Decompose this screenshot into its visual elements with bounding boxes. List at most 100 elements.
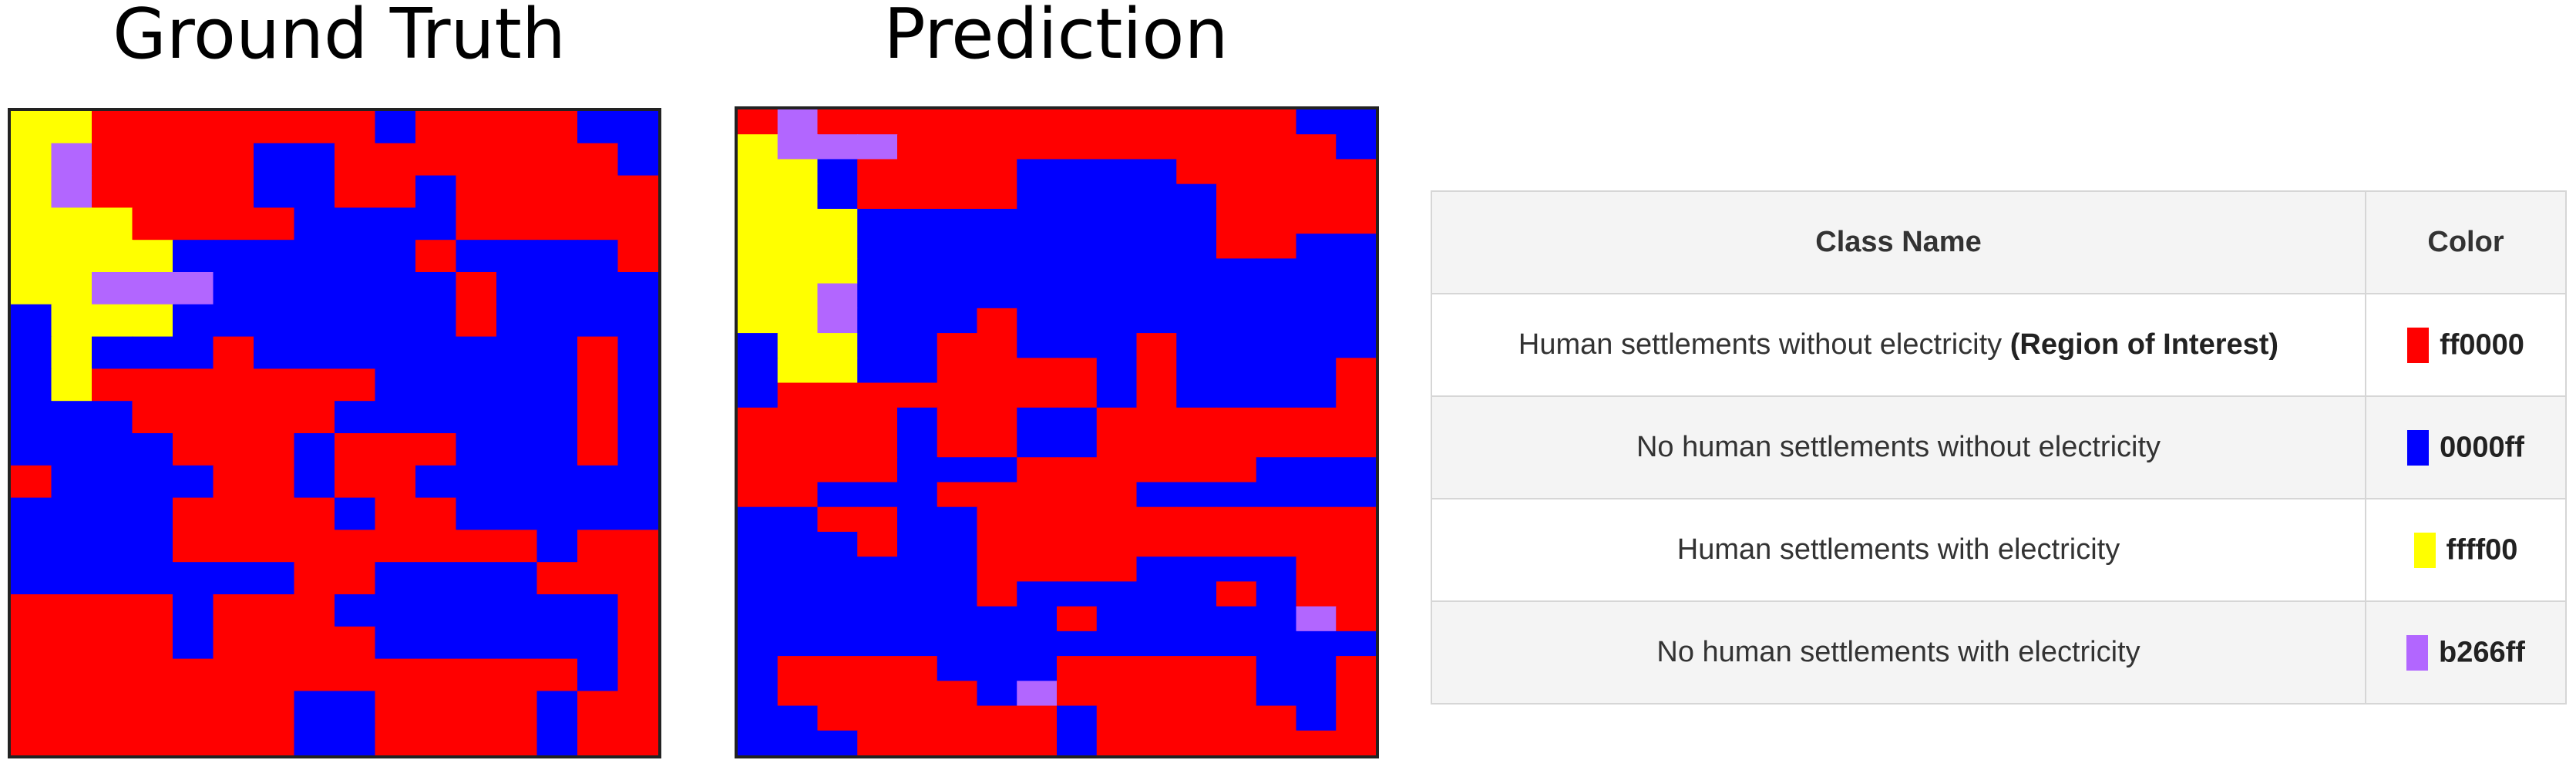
grid-cell: [1017, 382, 1058, 409]
grid-cell: [1336, 109, 1376, 135]
grid-cell: [132, 530, 174, 563]
grid-cell: [817, 234, 859, 260]
grid-cell: [577, 401, 619, 434]
grid-cell: [496, 272, 538, 305]
grid-cell: [11, 175, 52, 209]
grid-cell: [173, 304, 214, 338]
grid-cell: [335, 530, 376, 563]
grid-cell: [857, 159, 899, 185]
grid-cell: [617, 530, 658, 563]
grid-cell: [817, 183, 859, 210]
grid-cell: [1096, 457, 1138, 483]
grid-cell: [1017, 531, 1058, 557]
grid-cell: [51, 594, 93, 627]
grid-cell: [1057, 681, 1098, 707]
grid-cell: [897, 631, 938, 657]
grid-cell: [617, 562, 658, 595]
grid-cell: [1176, 183, 1218, 210]
grid-cell: [857, 283, 899, 309]
grid-cell: [294, 111, 336, 144]
grid-cell: [1216, 506, 1257, 533]
grid-cell: [456, 175, 498, 209]
grid-cell: [415, 207, 457, 241]
grid-cell: [51, 465, 93, 499]
grid-cell: [1216, 531, 1257, 557]
grid-cell: [536, 530, 579, 563]
grid-cell: [1096, 308, 1138, 334]
grid-cell: [335, 433, 376, 466]
grid-cell: [937, 656, 978, 681]
grid-cell: [1176, 432, 1218, 458]
grid-cell: [577, 111, 619, 144]
grid-cell: [817, 407, 859, 433]
grid-cell: [1216, 358, 1257, 384]
grid-cell: [1296, 134, 1337, 160]
grid-cell: [1017, 333, 1058, 358]
grid-cell: [173, 207, 214, 241]
grid-cell: [294, 433, 336, 466]
grid-cell: [456, 240, 498, 273]
grid-cell: [132, 111, 174, 144]
grid-cell: [132, 691, 174, 725]
grid-cell: [977, 656, 1018, 681]
grid-cell: [1216, 234, 1257, 260]
grid-cell: [375, 433, 417, 466]
grid-cell: [738, 656, 779, 681]
grid-cell: [1057, 705, 1098, 731]
grid-cell: [51, 207, 93, 241]
grid-cell: [456, 336, 498, 370]
grid-cell: [977, 482, 1018, 508]
grid-cell: [456, 530, 498, 563]
grid-cell: [937, 382, 978, 409]
grid-cell: [11, 143, 52, 177]
grid-cell: [1216, 333, 1257, 358]
grid-cell: [536, 562, 579, 595]
grid-cell: [738, 730, 779, 755]
grid-cell: [1176, 557, 1218, 583]
grid-cell: [857, 258, 899, 284]
grid-cell: [132, 433, 174, 466]
grid-cell: [11, 401, 52, 434]
grid-cell: [1256, 258, 1297, 284]
grid-cell: [11, 240, 52, 273]
grid-cell: [51, 240, 93, 273]
grid-cell: [857, 730, 899, 755]
grid-cell: [1336, 506, 1376, 533]
grid-cell: [977, 705, 1018, 731]
grid-cell: [1057, 730, 1098, 755]
grid-cell: [11, 658, 52, 692]
grid-cell: [335, 562, 376, 595]
grid-cell: [92, 433, 133, 466]
grid-cell: [577, 207, 619, 241]
grid-cell: [897, 258, 938, 284]
grid-cell: [1017, 631, 1058, 657]
grid-cell: [415, 111, 457, 144]
grid-cell: [415, 626, 457, 660]
grid-cell: [1017, 581, 1058, 607]
grid-cell: [1336, 134, 1376, 160]
grid-cell: [777, 183, 819, 210]
grid-cell: [1256, 283, 1297, 309]
grid-cell: [415, 336, 457, 370]
grid-cell: [1296, 258, 1337, 284]
grid-cell: [577, 368, 619, 402]
grid-cell: [1336, 606, 1376, 632]
grid-cell: [294, 240, 336, 273]
grid-cell: [617, 272, 658, 305]
grid-cell: [1176, 631, 1218, 657]
grid-cell: [777, 159, 819, 185]
grid-cell: [456, 658, 498, 692]
grid-cell: [294, 272, 336, 305]
table-row: Human settlements with electricity ffff0…: [1431, 498, 2567, 602]
grid-cell: [11, 336, 52, 370]
grid-cell: [1176, 283, 1218, 309]
grid-cell: [1216, 656, 1257, 681]
grid-cell: [577, 465, 619, 499]
grid-cell: [857, 656, 899, 681]
grid-cell: [1176, 134, 1218, 160]
grid-cell: [1216, 382, 1257, 409]
grid-cell: [1296, 631, 1337, 657]
grid-cell: [173, 272, 214, 305]
grid-cell: [1057, 109, 1098, 135]
grid-cell: [857, 109, 899, 135]
